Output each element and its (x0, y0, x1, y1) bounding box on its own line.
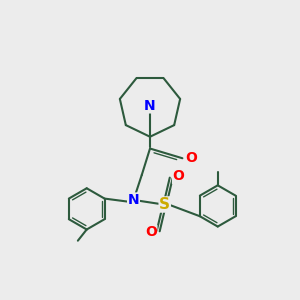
Text: O: O (185, 151, 197, 165)
Text: S: S (159, 197, 170, 212)
Text: O: O (172, 169, 184, 184)
Text: N: N (144, 99, 156, 113)
Text: O: O (145, 225, 157, 239)
Text: N: N (128, 193, 139, 207)
